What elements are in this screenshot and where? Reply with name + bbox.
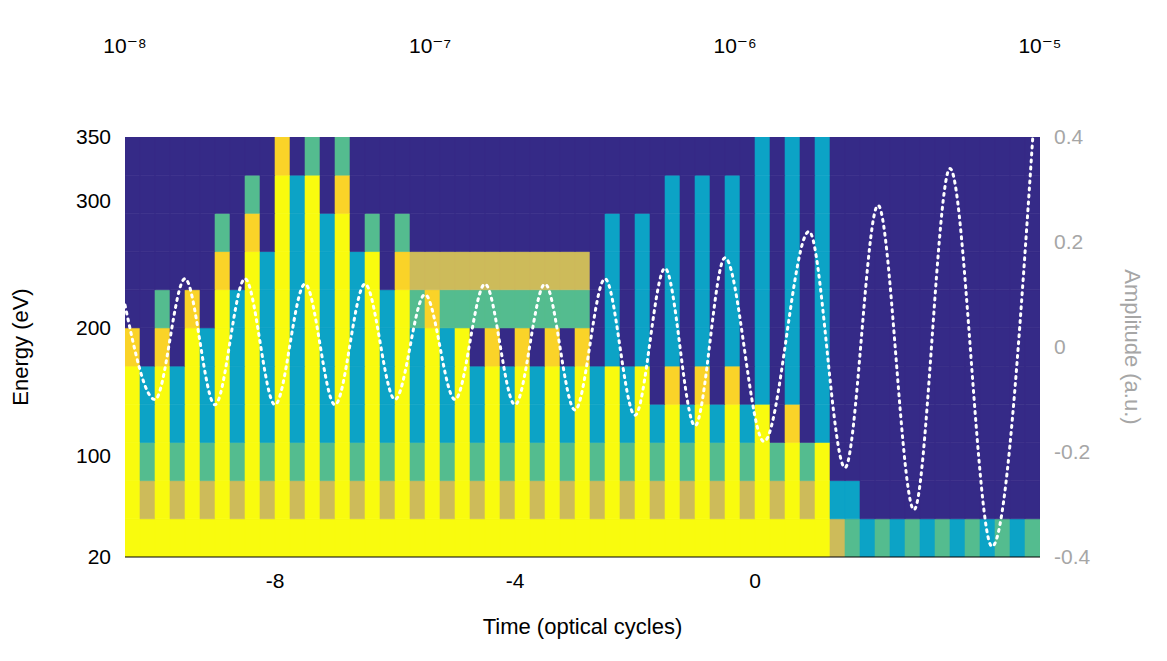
- svg-text:-0.2: -0.2: [1054, 440, 1090, 463]
- svg-text:-8: -8: [266, 569, 285, 592]
- svg-text:20: 20: [88, 545, 111, 568]
- svg-text:200: 200: [76, 316, 111, 339]
- svg-text:0.2: 0.2: [1054, 230, 1083, 253]
- svg-text:0: 0: [749, 569, 761, 592]
- svg-text:0: 0: [1054, 335, 1066, 358]
- svg-text:10⁻⁶: 10⁻⁶: [713, 34, 756, 57]
- svg-text:Energy (eV): Energy (eV): [8, 288, 33, 405]
- svg-text:Amplitude (a.u.): Amplitude (a.u.): [1120, 269, 1145, 424]
- svg-text:-0.4: -0.4: [1054, 545, 1091, 568]
- svg-text:10⁻⁷: 10⁻⁷: [409, 34, 451, 57]
- svg-text:100: 100: [76, 444, 111, 467]
- svg-text:300: 300: [76, 189, 111, 212]
- svg-text:-4: -4: [506, 569, 525, 592]
- svg-text:350: 350: [76, 125, 111, 148]
- svg-text:Time (optical cycles): Time (optical cycles): [483, 614, 683, 639]
- svg-text:0.4: 0.4: [1054, 125, 1084, 148]
- svg-text:10⁻⁸: 10⁻⁸: [103, 34, 146, 57]
- svg-text:10⁻⁵: 10⁻⁵: [1018, 34, 1061, 57]
